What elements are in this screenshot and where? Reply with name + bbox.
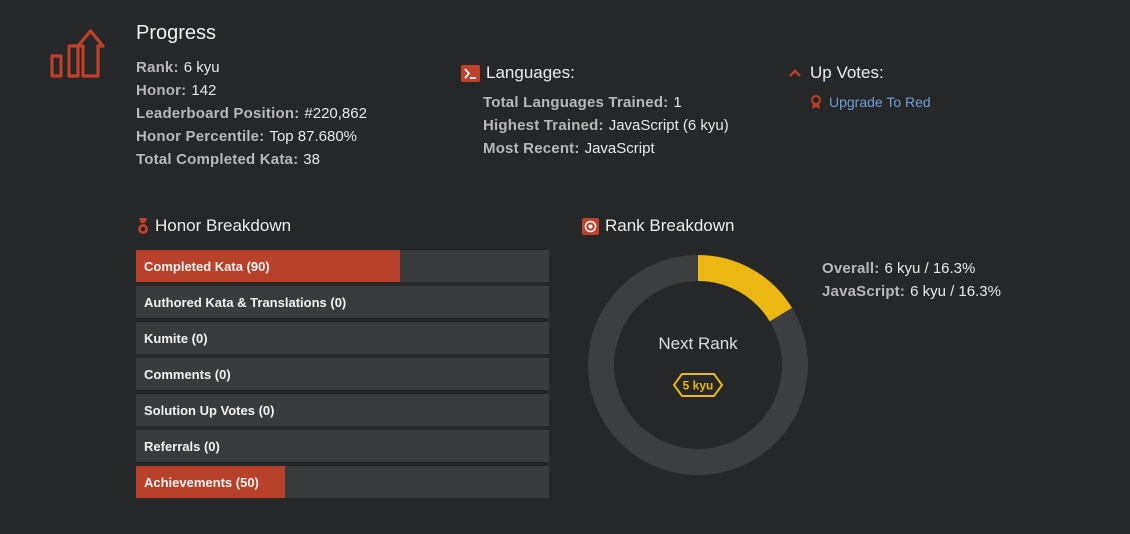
honor-bar-fill [136, 466, 285, 498]
honor-bar: Achievements (50) [136, 466, 549, 498]
upgrade-link-label: Upgrade To Red [829, 94, 931, 110]
next-rank-badge: 5 kyu [672, 373, 724, 397]
honor-bar: Comments (0) [136, 358, 549, 390]
progress-title: Progress [136, 22, 217, 44]
upgrade-to-red-link[interactable]: Upgrade To Red [811, 94, 931, 110]
stat-leaderboard: Leaderboard Position: #220,862 [136, 105, 367, 122]
target-icon [582, 217, 599, 235]
honor-bars: Completed Kata (90) Authored Kata & Trans… [136, 250, 549, 502]
stat-total-languages: Total Languages Trained: 1 [483, 94, 682, 111]
honor-bar-label: Solution Up Votes (0) [144, 403, 275, 418]
progress-chart-icon [50, 29, 105, 78]
languages-heading: Languages: [461, 63, 575, 83]
next-rank-badge-label: 5 kyu [683, 379, 714, 393]
honor-bar-label: Comments (0) [144, 367, 231, 382]
next-rank-label: Next Rank [658, 334, 738, 353]
honor-bar: Completed Kata (90) [136, 250, 549, 282]
terminal-icon [461, 64, 480, 82]
honor-bar-label: Kumite (0) [144, 331, 208, 346]
progress-stats: Rank: 6 kyu Honor: 142 Leaderboard Positio… [136, 56, 367, 171]
stat-percentile: Honor Percentile: Top 87.680% [136, 128, 358, 145]
honor-bar-label: Authored Kata & Translations (0) [144, 295, 347, 310]
honor-bar-label: Referrals (0) [144, 439, 220, 454]
medal-icon [138, 217, 148, 234]
chevron-up-icon [789, 69, 801, 77]
stat-completed-kata: Total Completed Kata: 38 [136, 151, 320, 168]
languages-title: Languages: [486, 63, 575, 82]
languages-stats: Total Languages Trained: 1 Highest Traine… [483, 91, 729, 160]
honor-bar-label: Achievements (50) [144, 475, 259, 490]
upvotes-title: Up Votes: [810, 63, 884, 82]
honor-breakdown-title: Honor Breakdown [155, 216, 292, 235]
stat-highest-trained: Highest Trained: JavaScript (6 kyu) [483, 117, 729, 134]
stat-honor: Honor: 142 [136, 82, 217, 99]
honor-bar: Authored Kata & Translations (0) [136, 286, 549, 318]
upvotes-heading: Up Votes: [788, 63, 884, 83]
ribbon-icon [811, 94, 821, 109]
rank-progress-donut: Next Rank 5 kyu [588, 255, 808, 475]
stat-javascript-rank: JavaScript: 6 kyu / 16.3% [822, 283, 1001, 300]
honor-bar: Kumite (0) [136, 322, 549, 354]
stat-overall-rank: Overall: 6 kyu / 16.3% [822, 260, 976, 277]
stat-rank: Rank: 6 kyu [136, 59, 220, 76]
honor-bar: Referrals (0) [136, 430, 549, 462]
honor-bar-label: Completed Kata (90) [144, 259, 270, 274]
honor-breakdown-heading: Honor Breakdown [137, 216, 291, 236]
honor-bar: Solution Up Votes (0) [136, 394, 549, 426]
donut-progress-arc [697, 255, 792, 322]
rank-breakdown-heading: Rank Breakdown [582, 216, 734, 236]
rank-stats: Overall: 6 kyu / 16.3% JavaScript: 6 kyu /… [822, 257, 1001, 303]
rank-breakdown-title: Rank Breakdown [605, 216, 735, 235]
stat-most-recent: Most Recent: JavaScript [483, 140, 655, 157]
honor-bar-fill [136, 250, 401, 282]
